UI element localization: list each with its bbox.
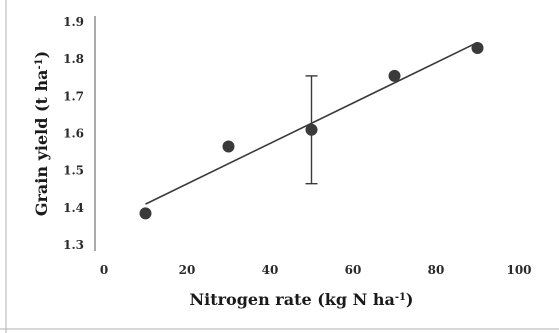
y-axis-title: Grain yield (t ha-1) — [32, 51, 51, 216]
x-tick-label: 0 — [100, 263, 108, 277]
y-tick-label: 1.4 — [63, 201, 84, 215]
data-point — [471, 42, 484, 55]
x-tick-label: 80 — [428, 263, 445, 277]
y-tick-label: 1.9 — [63, 15, 84, 29]
y-tick-label: 1.6 — [63, 127, 84, 141]
y-tick-label: 1.7 — [63, 89, 84, 103]
x-tick-label: 20 — [179, 263, 196, 277]
y-tick-label: 1.5 — [63, 164, 84, 178]
y-tick-label: 1.8 — [63, 52, 84, 66]
data-point — [305, 123, 318, 136]
data-point — [388, 69, 401, 82]
x-axis-title: Nitrogen rate (kg N ha-1) — [190, 290, 414, 309]
data-point — [139, 207, 152, 220]
y-axis-ticks: 1.3 1.4 1.5 1.6 1.7 1.8 1.9 — [63, 15, 84, 252]
x-tick-label: 100 — [506, 263, 531, 277]
data-point — [222, 140, 235, 153]
x-tick-label: 40 — [262, 263, 279, 277]
y-tick-label: 1.3 — [63, 238, 84, 252]
data-points — [139, 42, 484, 220]
x-tick-label: 60 — [345, 263, 362, 277]
x-axis-ticks: 0 20 40 60 80 100 — [100, 263, 532, 277]
